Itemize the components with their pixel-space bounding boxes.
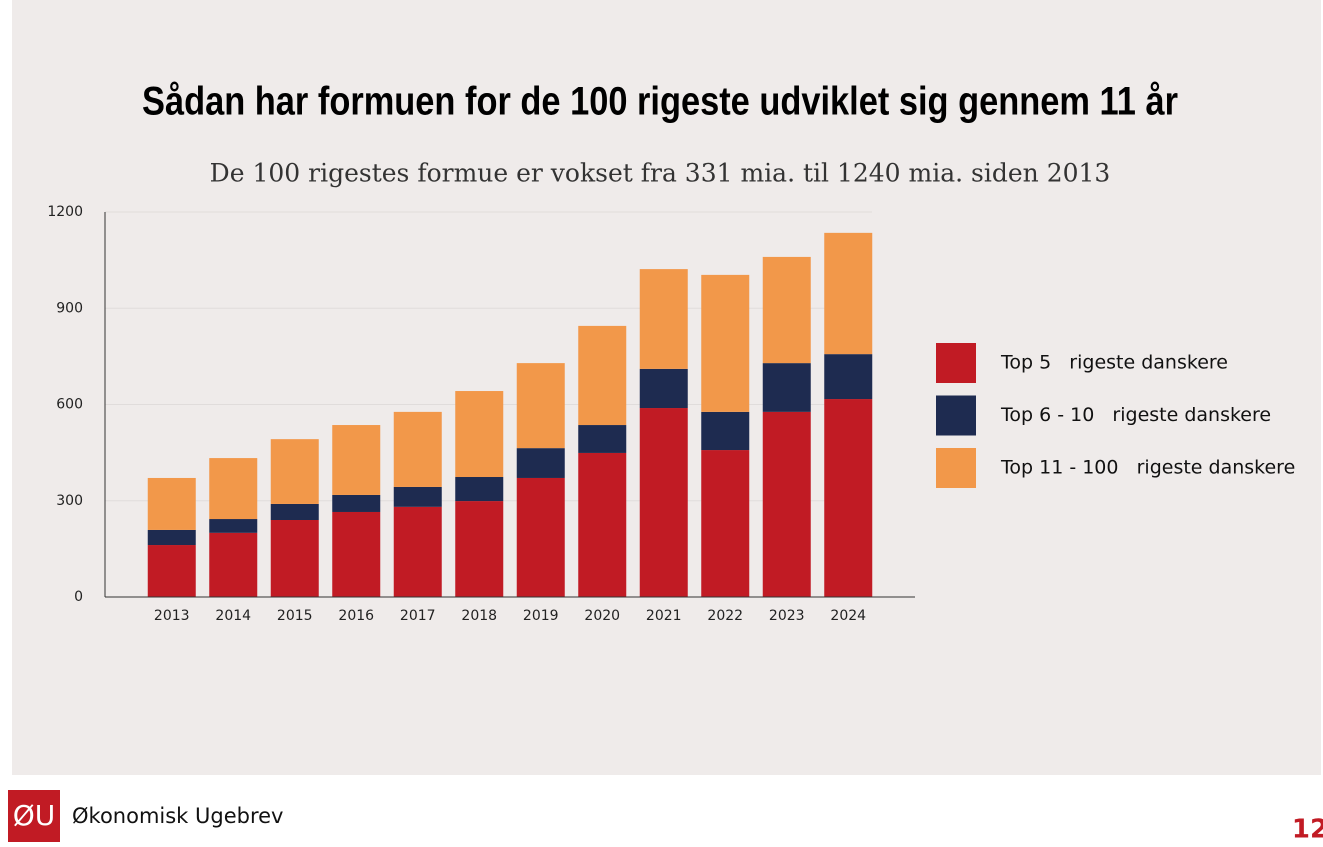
bar-segment: [762, 411, 811, 597]
bar-segment: [701, 450, 750, 597]
x-tick-label: 2015: [277, 608, 313, 624]
x-tick-label: 2022: [707, 608, 743, 624]
x-tick-label: 2019: [523, 608, 559, 624]
bar-segment: [701, 274, 750, 412]
bar-segment: [332, 425, 381, 495]
bar-segment: [270, 439, 319, 504]
bar-segment: [578, 425, 627, 453]
legend-swatch: [936, 448, 976, 488]
chart-subtitle: De 100 rigestes formue er vokset fra 331…: [210, 159, 1111, 188]
bar-segment: [516, 448, 565, 478]
y-tick-label: 300: [56, 493, 83, 509]
x-tick-label: 2021: [646, 608, 682, 624]
brand-name: Økonomisk Ugebrev: [72, 804, 284, 828]
bar-segment: [639, 408, 688, 597]
logo-box: [8, 790, 60, 842]
bar-segment: [516, 363, 565, 449]
bar-segment: [824, 232, 873, 355]
x-tick-label: 2014: [215, 608, 251, 624]
bar-segment: [393, 411, 442, 487]
bar-segment: [209, 532, 258, 597]
bar-segment: [332, 511, 381, 597]
bar-segment: [393, 506, 442, 597]
y-tick-label: 900: [56, 300, 83, 316]
x-tick-label: 2024: [830, 608, 866, 624]
legend-label: Top 11 - 100 rigeste danskere: [1000, 457, 1295, 479]
bar-segment: [701, 411, 750, 451]
bar-segment: [824, 354, 873, 400]
bar-segment: [824, 399, 873, 597]
legend-swatch: [936, 395, 976, 436]
x-tick-label: 2013: [154, 608, 190, 624]
bar-segment: [639, 269, 688, 369]
bar-segment: [516, 477, 565, 597]
x-tick-label: 2023: [769, 608, 805, 624]
legend-label: Top 6 - 10 rigeste danskere: [1000, 404, 1271, 426]
bar-segment: [147, 477, 196, 530]
legend-label: Top 5 rigeste danskere: [1000, 352, 1228, 374]
y-tick-label: 600: [56, 397, 83, 413]
chart-title: Sådan har formuen for de 100 rigeste udv…: [142, 78, 1178, 123]
bar-segment: [762, 363, 811, 412]
bar-segment: [455, 391, 504, 478]
x-tick-label: 2017: [400, 608, 436, 624]
bar-segment: [455, 501, 504, 597]
y-tick-label: 0: [74, 589, 83, 605]
bar-segment: [209, 458, 258, 520]
x-tick-label: 2016: [338, 608, 374, 624]
bar-segment: [455, 477, 504, 502]
y-tick-label: 1200: [47, 204, 83, 220]
bar-segment: [639, 368, 688, 409]
x-tick-label: 2018: [461, 608, 497, 624]
bar-segment: [147, 529, 196, 546]
bar-segment: [578, 452, 627, 597]
logo-mark: ØU: [13, 799, 56, 832]
bar-segment: [578, 325, 627, 426]
bar-segment: [147, 545, 196, 597]
legend-swatch: [936, 343, 976, 383]
bar-segment: [270, 520, 319, 597]
x-tick-label: 2020: [584, 608, 620, 624]
bar-segment: [393, 486, 442, 507]
bar-segment: [270, 503, 319, 520]
bar-segment: [332, 494, 381, 512]
bar-segment: [762, 256, 811, 364]
page-number: 12: [1292, 815, 1323, 844]
bar-segment: [209, 519, 258, 533]
